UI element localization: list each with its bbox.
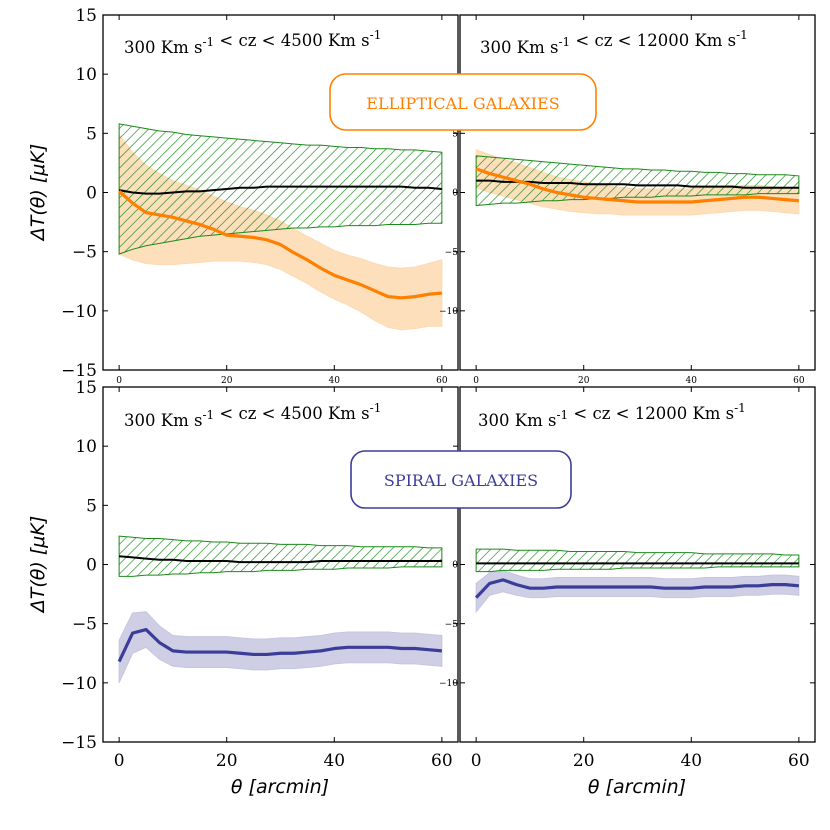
y-tick-label: 5 xyxy=(86,496,97,516)
y-tick-label: −15 xyxy=(61,361,97,381)
x-tick-label: 60 xyxy=(431,751,453,771)
x-tick-label: 40 xyxy=(329,376,341,386)
y-tick-label: 10 xyxy=(75,65,97,85)
x-tick-label: 60 xyxy=(788,751,810,771)
y-tick-label: 5 xyxy=(86,124,97,144)
chart-panel-top-right: 0 20 40 60 −10 −5 0 5 300 Km s-1 < cz < 12000 Km… xyxy=(439,14,816,386)
y-tick-label: 0 xyxy=(452,189,458,199)
spiral-galaxies-badge: SPIRAL GALAXIES xyxy=(350,450,572,509)
y-axis-label-top: ΔT(θ) [μK] xyxy=(27,144,49,242)
y-tick-label: 10 xyxy=(75,437,97,457)
y-tick-label: 0 xyxy=(86,183,97,203)
chart-panel-bottom-left: 0 20 40 60 −15 −10 −5 0 5 10 15 300 Km s-1 < cz < 4… xyxy=(61,378,459,771)
elliptical-galaxies-badge-label: ELLIPTICAL GALAXIES xyxy=(366,94,559,113)
x-tick-label: 20 xyxy=(578,376,590,386)
chart-panel-top-left: 0 20 40 60 −15 −10 −5 0 5 10 15 300 Km s-1 < cz < 4… xyxy=(61,6,459,386)
elliptical-galaxies-badge: ELLIPTICAL GALAXIES xyxy=(329,73,597,131)
panel-title: 300 Km s-1 < cz < 4500 Km s-1 xyxy=(124,28,381,57)
x-tick-label: 0 xyxy=(473,376,479,386)
spiral-galaxies-badge-label: SPIRAL GALAXIES xyxy=(384,471,538,490)
y-tick-label: 15 xyxy=(75,6,97,26)
panel-title: 300 Km s-1 < cz < 12000 Km s-1 xyxy=(480,28,748,57)
control-error-band xyxy=(118,123,443,255)
control-error-band xyxy=(118,535,443,577)
y-tick-label: 15 xyxy=(75,378,97,398)
y-tick-label: 5 xyxy=(452,129,458,139)
panel-title: 300 Km s-1 < cz < 12000 Km s-1 xyxy=(478,401,746,430)
y-tick-label: 0 xyxy=(86,555,97,575)
y-tick-label: −5 xyxy=(72,615,97,635)
control-series-line xyxy=(119,555,442,564)
signal-series-line xyxy=(475,167,799,204)
y-tick-label: −5 xyxy=(72,243,97,263)
panel-title: 300 Km s-1 < cz < 4500 Km s-1 xyxy=(124,401,381,430)
control-series-line xyxy=(118,185,442,195)
y-tick-label: −5 xyxy=(445,620,459,630)
y-tick-label: 0 xyxy=(452,561,458,571)
x-tick-label: 0 xyxy=(114,751,125,771)
y-axis-label-bottom: ΔT(θ) [μK] xyxy=(27,516,49,614)
x-tick-label: 0 xyxy=(116,376,122,386)
x-tick-label: 40 xyxy=(323,751,345,771)
x-tick-label: 60 xyxy=(436,376,448,386)
y-tick-label: −15 xyxy=(61,733,97,753)
x-tick-label: 0 xyxy=(471,751,482,771)
x-tick-label: 20 xyxy=(221,376,233,386)
control-error-band xyxy=(475,548,800,573)
x-tick-label: 20 xyxy=(573,751,595,771)
signal-series-line xyxy=(117,627,442,663)
signal-error-band xyxy=(475,569,800,614)
x-tick-label: 60 xyxy=(793,376,805,386)
y-tick-label: −5 xyxy=(445,248,459,258)
signal-error-band xyxy=(118,611,443,684)
x-axis-label-left: θ [arcmin] xyxy=(231,776,329,798)
x-tick-label: 20 xyxy=(216,751,238,771)
plot-content xyxy=(474,548,800,614)
x-axis-label-right: θ [arcmin] xyxy=(588,776,686,798)
y-tick-label: −10 xyxy=(61,674,97,694)
x-tick-label: 40 xyxy=(680,751,702,771)
y-tick-label: −10 xyxy=(439,679,458,689)
control-series-line xyxy=(476,179,799,189)
y-tick-label: −10 xyxy=(439,307,458,317)
plot-content xyxy=(475,149,800,216)
y-tick-label: −10 xyxy=(61,302,97,322)
chart-panel-bottom-right: 0 20 40 60 −10 −5 0 300 Km s-1 < cz < 12000 Km … xyxy=(439,386,816,771)
plot-content xyxy=(118,123,443,331)
signal-series-line xyxy=(474,578,799,599)
chart-panels: 0 20 40 60 −15 −10 −5 0 5 10 15 300 Km s-1 < cz < 4… xyxy=(61,6,816,771)
x-tick-label: 40 xyxy=(686,376,698,386)
plot-content xyxy=(117,535,443,684)
signal-series-line xyxy=(118,190,443,300)
